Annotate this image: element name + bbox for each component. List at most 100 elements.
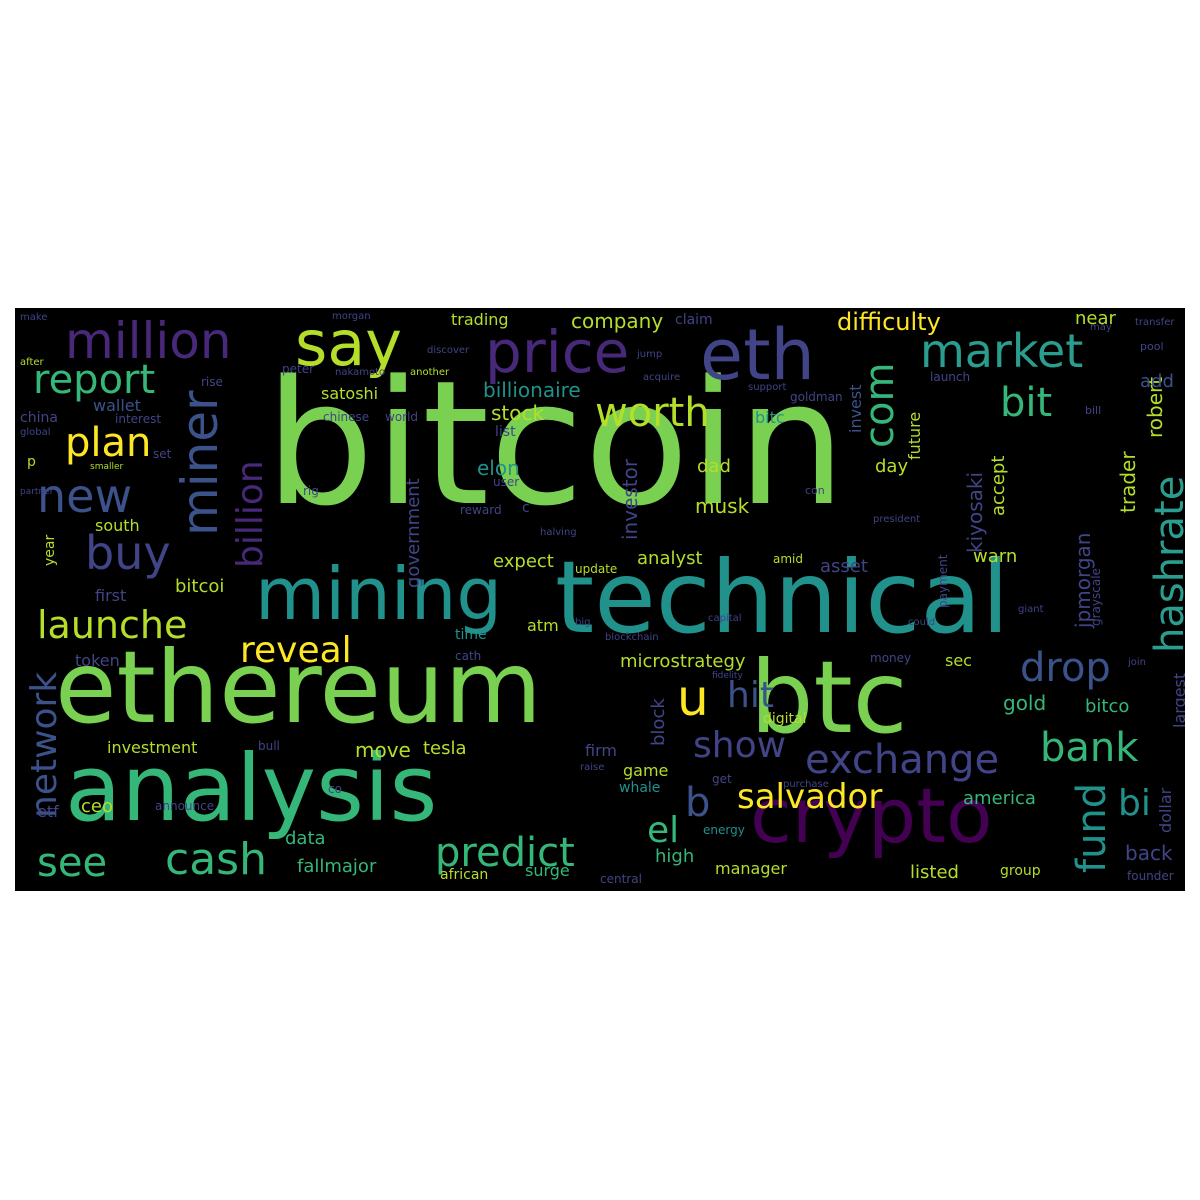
word-rig: rig (303, 484, 319, 498)
word-bull: bull (258, 739, 280, 753)
word-technical: technical (555, 539, 1010, 656)
word-reveal: reveal (240, 630, 352, 671)
word-bitco: bitco (1085, 696, 1130, 717)
word-surge: surge (525, 861, 570, 880)
word-con: con (805, 484, 825, 497)
word-announce: announce (155, 799, 215, 813)
word-money: money (870, 651, 912, 665)
word-partner: partner (20, 487, 54, 497)
word-investor: investor (618, 458, 642, 540)
word-future: future (905, 411, 924, 460)
word-pool: pool (1140, 340, 1164, 353)
word-could: could (908, 617, 936, 628)
word-join: join (1128, 657, 1147, 668)
word-firm: firm (585, 741, 617, 760)
word-fallmajor: fallmajor (297, 856, 377, 877)
word-high: high (655, 846, 695, 867)
word-see: see (37, 840, 108, 886)
word-dollar: dollar (1156, 787, 1175, 833)
word-expect: expect (493, 551, 554, 572)
word-cath: cath (455, 649, 482, 663)
word-nakamoto: nakamoto (335, 367, 386, 378)
word-million: million (65, 312, 232, 370)
word-b: b (685, 780, 711, 826)
word-co: co (328, 782, 342, 796)
word-el: el (647, 810, 680, 851)
word-digital: digital (763, 711, 807, 727)
word-support: support (748, 382, 787, 393)
word-asset: asset (820, 556, 868, 577)
word-after: after (20, 357, 44, 368)
word-rise: rise (201, 375, 223, 389)
word-back: back (1125, 841, 1173, 865)
word-p: p (27, 454, 36, 470)
word-launche: launche (37, 603, 188, 647)
word-transfer: transfer (1135, 317, 1175, 328)
word-wallet: wallet (93, 396, 141, 415)
word-central: central (600, 872, 642, 886)
word-acquire: acquire (643, 372, 681, 383)
word-payment: payment (936, 554, 950, 608)
word-big: big (575, 617, 591, 628)
word-investment: investment (107, 738, 198, 757)
word-morgan: morgan (332, 311, 371, 322)
word-government: government (403, 478, 424, 588)
word-salvador: salvador (737, 777, 883, 817)
word-bitcoi: bitcoi (175, 576, 225, 597)
word-add: add (1140, 371, 1174, 392)
word-time: time (455, 627, 487, 643)
word-kiyosaki: kiyosaki (963, 471, 987, 553)
word-exchange: exchange (805, 737, 1000, 783)
word-network: network (24, 671, 65, 818)
word-crypto: crypto (750, 771, 993, 860)
word-elon: elon (477, 456, 520, 480)
word-u: u (677, 669, 709, 727)
word-bi: bi (1118, 783, 1151, 824)
word-accept: accept (988, 455, 1009, 516)
word-china: china (20, 410, 58, 426)
word-cash: cash (165, 834, 267, 885)
word-african: african (440, 867, 489, 883)
word-ceo: ceo (81, 796, 113, 817)
word-interest: interest (115, 412, 162, 426)
word-dad: dad (697, 456, 731, 477)
word-satoshi: satoshi (321, 384, 379, 403)
word-discover: discover (427, 345, 470, 356)
word-group: group (1000, 863, 1041, 879)
word-chinese: chinese (323, 410, 370, 424)
word-bit: bit (1000, 380, 1053, 426)
word-update: update (575, 562, 618, 576)
word-peter: peter (282, 362, 315, 376)
word-warn: warn (973, 546, 1018, 567)
word-get: get (712, 772, 732, 786)
word-whale: whale (619, 780, 661, 796)
word-reward: reward (460, 503, 502, 517)
word-goldman: goldman (790, 390, 843, 404)
word-price: price (485, 318, 630, 386)
word-difficulty: difficulty (837, 308, 941, 336)
word-fund: fund (1069, 782, 1115, 873)
word-worth: worth (595, 390, 710, 436)
word-microstrategy: microstrategy (620, 651, 746, 672)
word-energy: energy (703, 823, 745, 837)
word-grayscale: grayscale (1089, 568, 1103, 626)
word-first: first (95, 586, 127, 605)
word-say: say (295, 308, 402, 380)
word-south: south (95, 516, 140, 535)
word-cloud: bitcoin technical ethereum analysis btc … (15, 308, 1185, 891)
word-market: market (920, 324, 1084, 378)
word-year: year (42, 534, 58, 566)
word-invest: invest (846, 384, 865, 433)
word-smaller: smaller (90, 462, 124, 472)
word-report: report (33, 357, 156, 403)
word-bitcoin: bitcoin (265, 343, 847, 544)
word-eth: eth (700, 314, 815, 396)
word-another: another (410, 367, 450, 378)
word-token: token (75, 651, 120, 670)
word-bitc-1: bitc (755, 408, 785, 427)
word-miner: miner (171, 390, 229, 536)
word-predict: predict (435, 830, 575, 876)
word-data: data (285, 828, 326, 849)
word-com: com (857, 362, 903, 448)
word-capital: capital (708, 613, 742, 624)
